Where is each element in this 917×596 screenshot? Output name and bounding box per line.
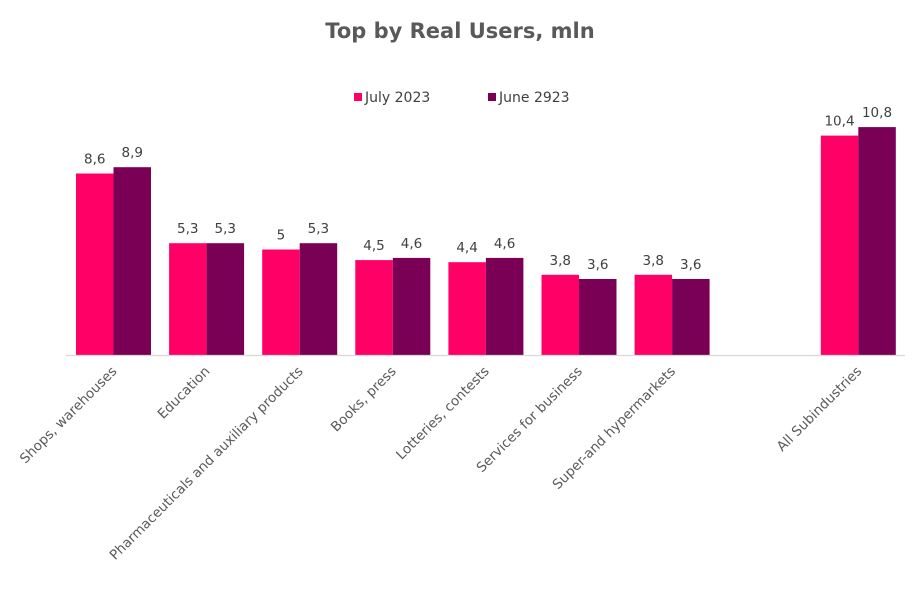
legend: July 2023 June 2923 <box>354 90 570 106</box>
bars-group <box>76 127 896 356</box>
data-label: 10,4 <box>824 114 854 130</box>
data-label: 5,3 <box>215 221 236 237</box>
data-label: 10,8 <box>862 105 892 121</box>
bar-june <box>206 243 245 355</box>
data-label: 3,6 <box>587 257 608 273</box>
bar-july <box>262 249 300 355</box>
bar-july <box>76 173 114 355</box>
data-label: 4,4 <box>456 240 477 256</box>
bar-june <box>392 257 431 355</box>
bar-july <box>169 243 207 355</box>
data-label: 3,6 <box>680 257 701 273</box>
data-label: 5,3 <box>308 221 329 237</box>
data-label: 5,3 <box>177 221 198 237</box>
data-label: 8,6 <box>84 152 105 168</box>
data-label: 4,5 <box>363 238 384 254</box>
bar-june <box>672 279 710 355</box>
bar-july <box>355 260 393 356</box>
legend-swatch-june <box>488 93 496 101</box>
data-label: 5 <box>277 228 286 244</box>
bar-july <box>820 135 859 355</box>
legend-label-july: July 2023 <box>364 90 430 106</box>
chart-title: Top by Real Users, mln <box>325 19 594 43</box>
x-tick-label: Education <box>155 364 214 423</box>
x-tick-label: Lotteries, contests <box>393 364 493 464</box>
data-labels-group: 8,6 8,9 5,3 5,3 5 5,3 4,5 4,6 4,4 4,6 3,8 3,6 3,8 3,6… <box>84 105 892 273</box>
data-label: 4,6 <box>494 236 515 252</box>
x-tick-label: Shops, warehouses <box>17 364 120 467</box>
x-tick-label: All Subindustries <box>774 364 865 455</box>
bar-june <box>299 243 338 355</box>
legend-label-june: June 2923 <box>498 90 570 106</box>
bar-july <box>448 262 486 355</box>
data-label: 3,8 <box>643 253 664 269</box>
bar-july <box>541 274 579 355</box>
legend-swatch-july <box>354 93 362 101</box>
x-tick-label: Books, press <box>328 364 400 436</box>
bar-july <box>634 274 673 355</box>
bar-june <box>579 279 617 355</box>
bar-june <box>858 127 896 355</box>
data-label: 8,9 <box>122 145 143 161</box>
bar-june <box>113 167 151 355</box>
data-label: 4,6 <box>401 236 422 252</box>
data-label: 3,8 <box>550 253 571 269</box>
x-tick-label: Pharmaceuticals and auxiliary products <box>107 364 307 564</box>
x-tick-label: Services for business <box>473 364 585 476</box>
bar-june <box>485 257 524 355</box>
x-tick-labels-group: Shops, warehouses EducationPharmaceutical… <box>17 364 865 564</box>
